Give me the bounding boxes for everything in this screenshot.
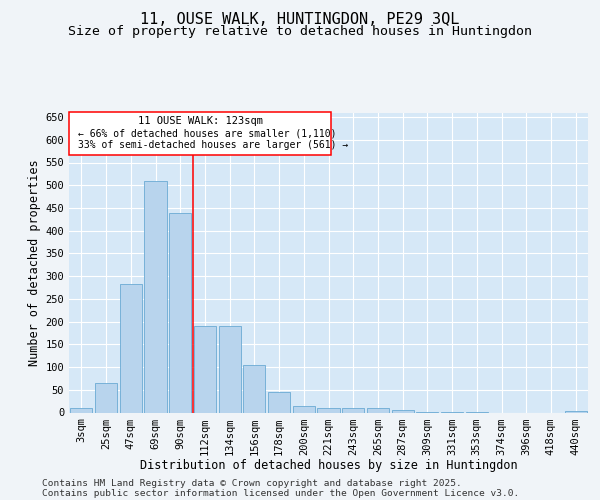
Bar	[70, 408, 92, 412]
Text: Size of property relative to detached houses in Huntingdon: Size of property relative to detached ho…	[68, 25, 532, 38]
Bar	[218, 326, 241, 412]
Bar	[317, 408, 340, 412]
Text: 11, OUSE WALK, HUNTINGDON, PE29 3QL: 11, OUSE WALK, HUNTINGDON, PE29 3QL	[140, 12, 460, 28]
Text: ← 66% of detached houses are smaller (1,110): ← 66% of detached houses are smaller (1,…	[78, 128, 337, 138]
Bar	[392, 410, 414, 412]
Bar	[243, 365, 265, 412]
Bar	[119, 284, 142, 412]
Bar	[268, 392, 290, 412]
FancyBboxPatch shape	[69, 112, 331, 154]
Bar	[194, 326, 216, 412]
Bar	[293, 406, 315, 412]
Text: 33% of semi-detached houses are larger (561) →: 33% of semi-detached houses are larger (…	[78, 140, 348, 150]
Bar	[169, 214, 191, 412]
Bar	[95, 383, 117, 412]
Bar	[367, 408, 389, 412]
Text: Contains HM Land Registry data © Crown copyright and database right 2025.: Contains HM Land Registry data © Crown c…	[42, 479, 462, 488]
Text: Contains public sector information licensed under the Open Government Licence v3: Contains public sector information licen…	[42, 489, 519, 498]
Bar	[565, 411, 587, 412]
Text: 11 OUSE WALK: 123sqm: 11 OUSE WALK: 123sqm	[137, 116, 263, 126]
Y-axis label: Number of detached properties: Number of detached properties	[28, 159, 41, 366]
Bar	[342, 408, 364, 412]
Bar	[145, 180, 167, 412]
X-axis label: Distribution of detached houses by size in Huntingdon: Distribution of detached houses by size …	[140, 459, 517, 472]
